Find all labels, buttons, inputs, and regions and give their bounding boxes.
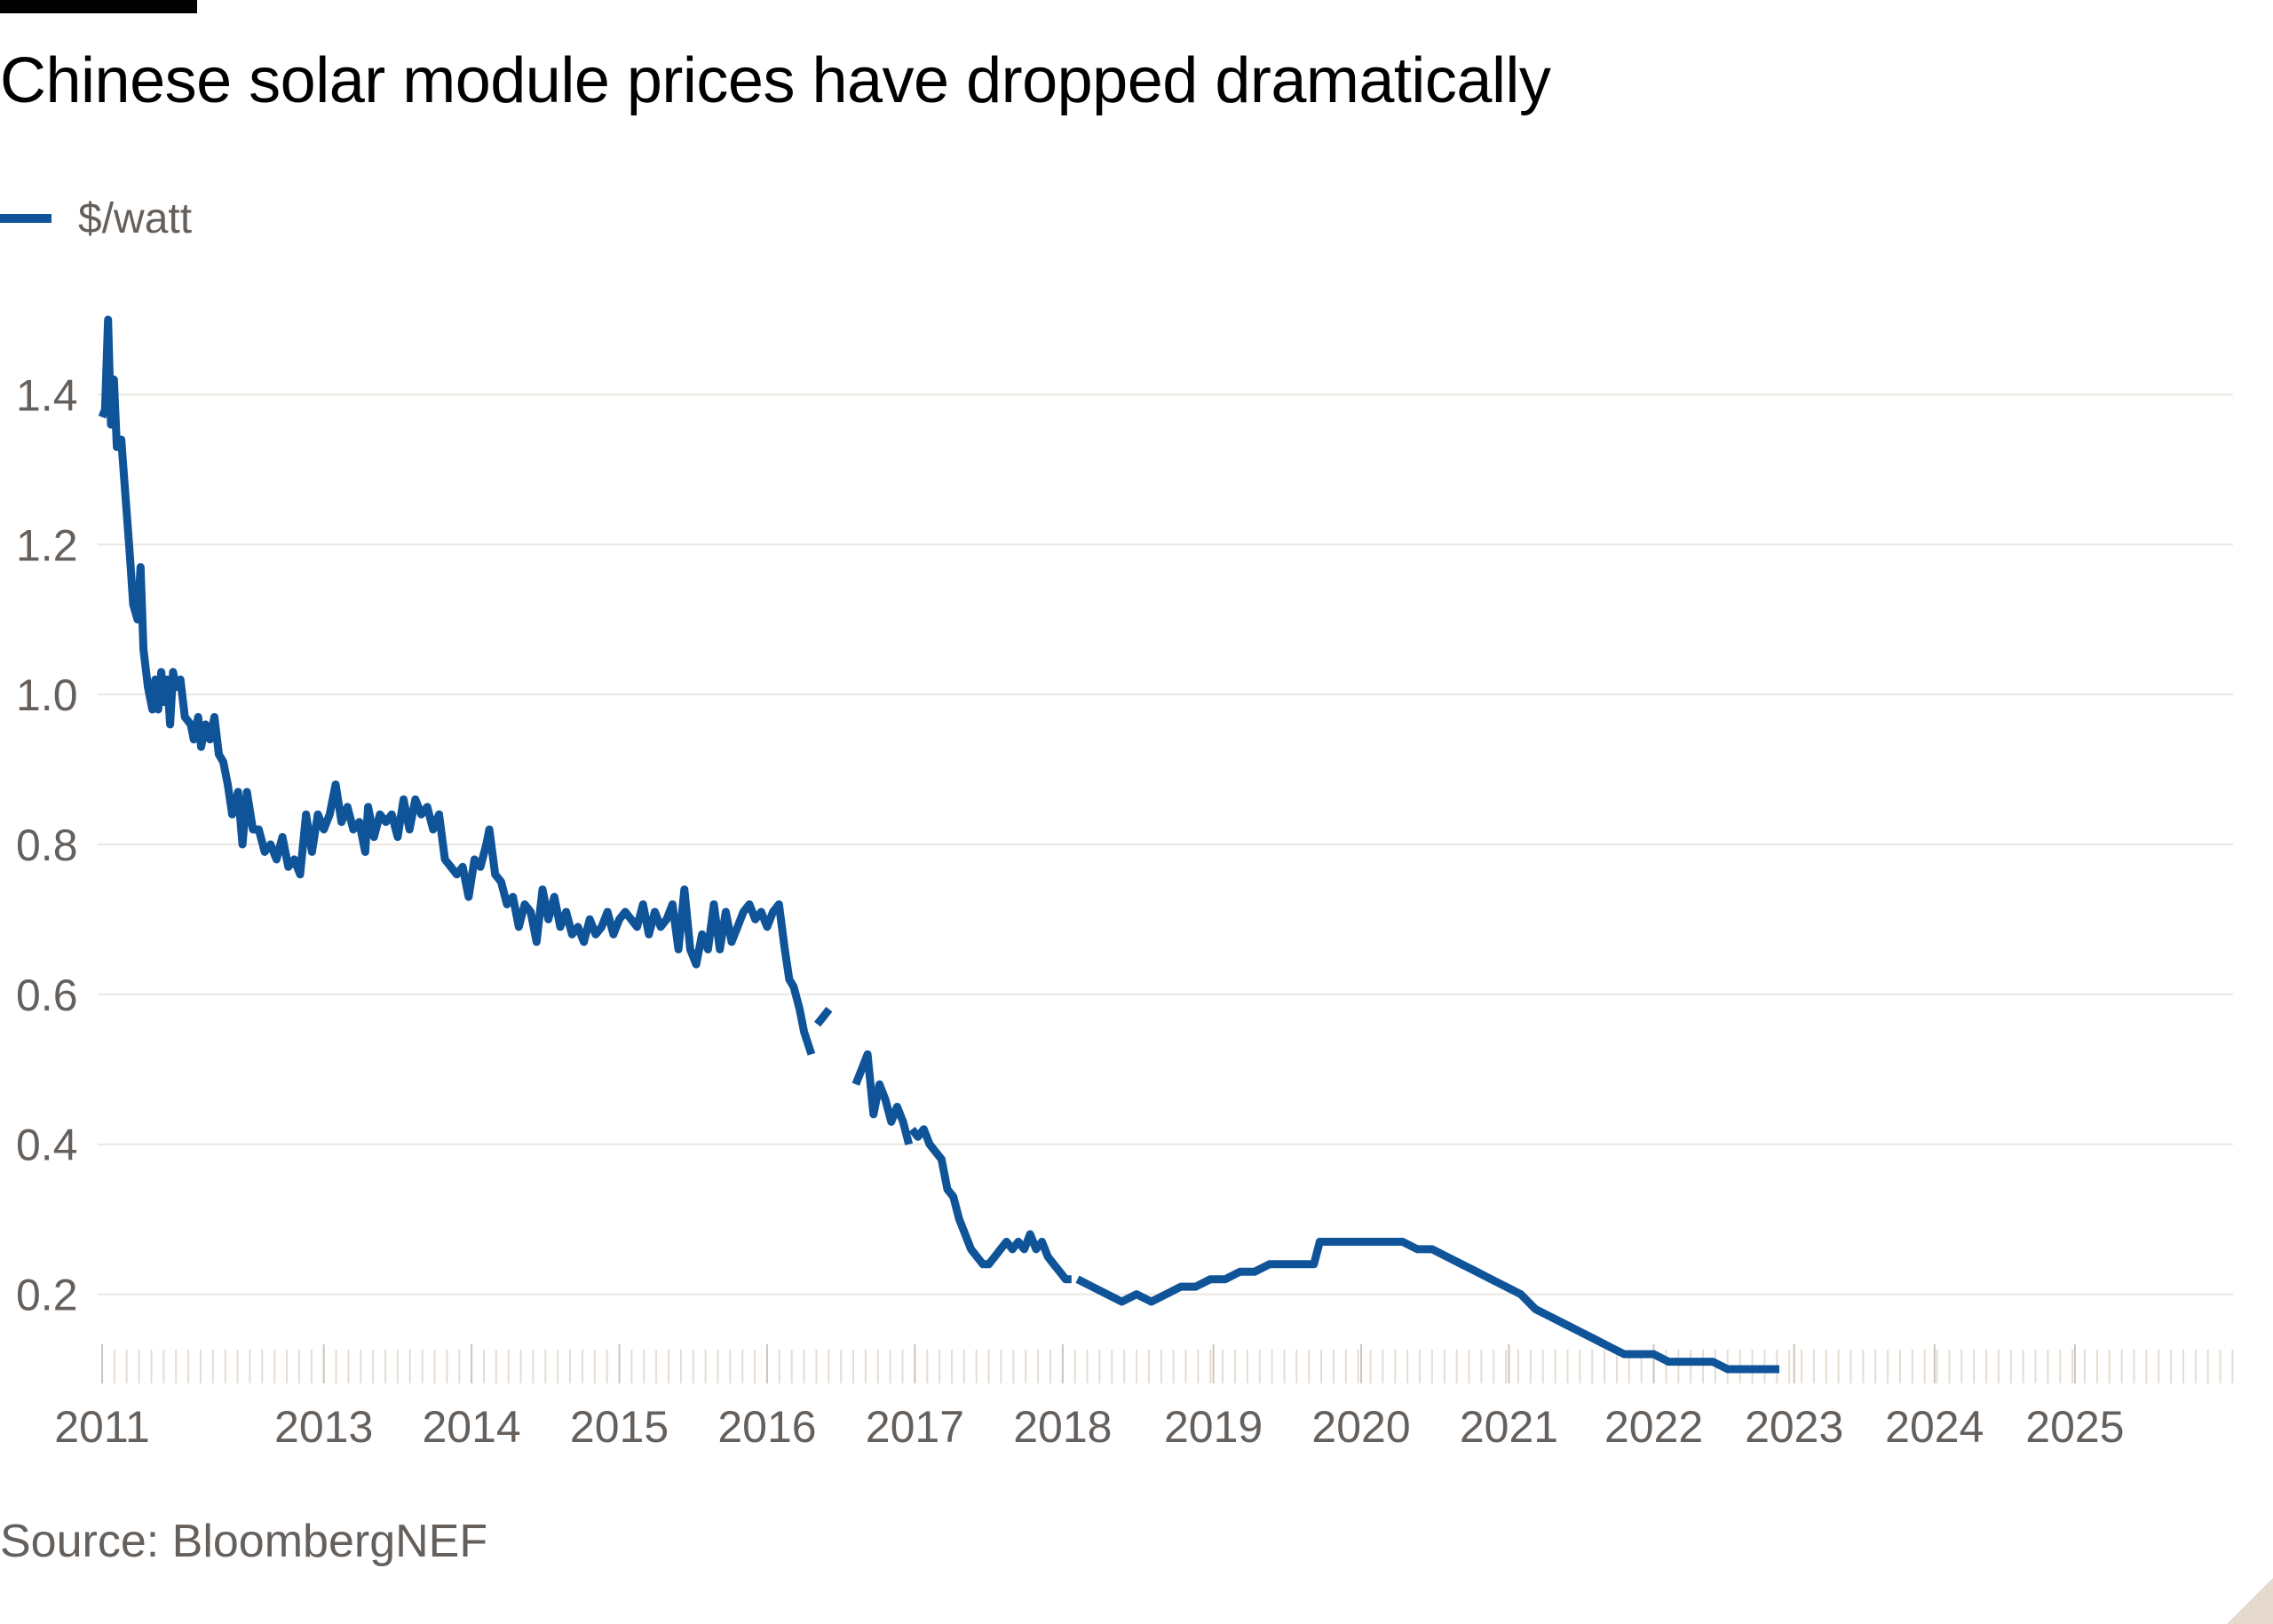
x-tick-label: 2013 — [274, 1402, 373, 1452]
x-tick-label: 2019 — [1164, 1402, 1263, 1452]
source-note: Source: BloombergNEF — [0, 1516, 488, 1567]
x-tick-label: 2022 — [1604, 1402, 1703, 1452]
y-tick-label: 0.8 — [16, 820, 78, 870]
series-line-segment — [851, 1050, 914, 1145]
series-line-segment — [98, 315, 816, 1056]
grid-lines — [98, 393, 2233, 1295]
y-tick-label: 0.4 — [16, 1121, 78, 1170]
x-tick-label: 2018 — [1013, 1402, 1112, 1452]
x-tick-label: 2011 — [54, 1402, 150, 1452]
x-tick-label: 2023 — [1745, 1402, 1843, 1452]
corner-fold — [2227, 1578, 2273, 1624]
brand-bar — [0, 0, 197, 13]
y-tick-label: 0.2 — [16, 1271, 78, 1320]
x-tick-label: 2017 — [866, 1402, 964, 1452]
legend-swatch — [0, 214, 51, 223]
x-tick-label: 2025 — [2025, 1402, 2124, 1452]
y-tick-label: 1.2 — [16, 520, 78, 570]
y-tick-label: 1.0 — [16, 670, 78, 720]
x-axis-labels: 2011 2013 2014 2015 2016 2017 2018 2019 2020 2021… — [54, 1402, 2124, 1452]
legend: $/watt — [0, 192, 192, 245]
x-tick-label: 2020 — [1311, 1402, 1410, 1452]
x-tick-label: 2015 — [570, 1402, 669, 1452]
x-tick-label: 2016 — [717, 1402, 816, 1452]
series-line-segment — [1075, 1238, 1779, 1374]
x-tick-label: 2014 — [422, 1402, 520, 1452]
series-line-segment — [908, 1125, 1072, 1284]
series-line-segment — [813, 1006, 833, 1027]
x-tick-label: 2024 — [1885, 1402, 1984, 1452]
x-tick-label: 2021 — [1460, 1402, 1558, 1452]
legend-label: $/watt — [78, 194, 193, 242]
series-price — [98, 315, 1779, 1374]
y-axis-labels: 0.2 0.4 0.6 0.8 1.0 1.2 1.4 — [16, 370, 78, 1319]
chart-title: Chinese solar module prices have dropped… — [0, 45, 1551, 116]
x-axis-minor-ticks — [101, 1344, 2234, 1383]
y-tick-label: 0.6 — [16, 970, 78, 1020]
y-tick-label: 1.4 — [16, 370, 78, 420]
